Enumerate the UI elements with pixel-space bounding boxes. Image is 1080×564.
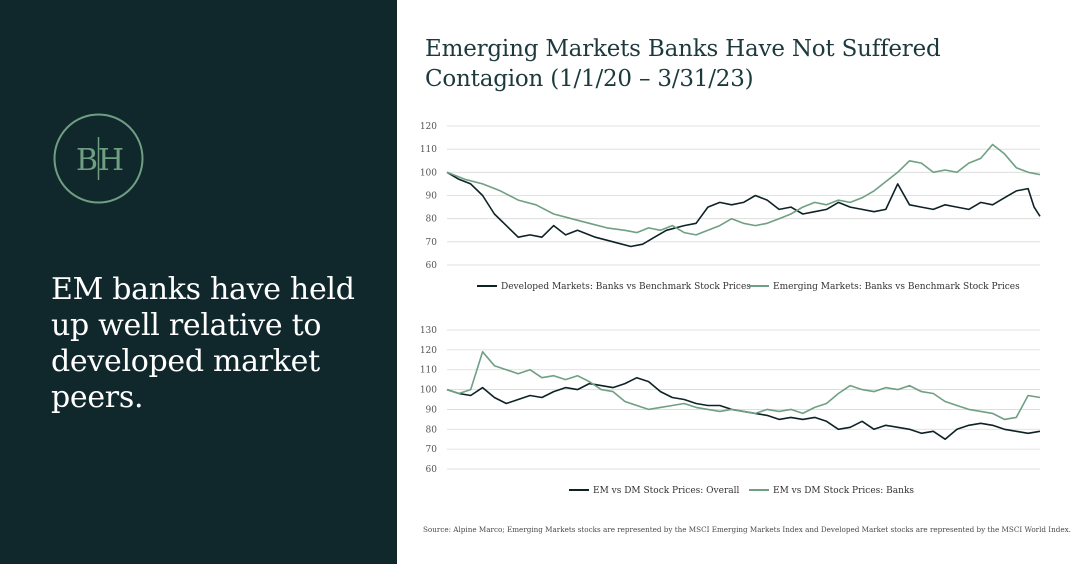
y-tick-label: 70 bbox=[426, 445, 438, 455]
y-tick-label: 130 bbox=[420, 326, 437, 336]
series-line-2 bbox=[446, 351, 1041, 421]
y-tick-label: 80 bbox=[426, 215, 438, 225]
y-tick-label: 60 bbox=[426, 465, 438, 475]
y-tick-label: 120 bbox=[420, 122, 437, 132]
sidebar: B H EM banks have held up well relative … bbox=[0, 0, 397, 564]
source-note: Source: Alpine Marco; Emerging Markets s… bbox=[423, 525, 1071, 534]
charts-svg: 60 70 80 90 100 110 120 Developed Markets: Bank… bbox=[420, 122, 1041, 496]
y-tick-label: 110 bbox=[420, 145, 437, 155]
y-tick-label: 60 bbox=[426, 261, 438, 271]
series-line-1 bbox=[446, 376, 1041, 440]
legend-label-1: Developed Markets: Banks vs Benchmark St… bbox=[501, 282, 751, 292]
chart-panel: Emerging Markets Banks Have Not Suffered… bbox=[397, 0, 1080, 564]
y-tick-label: 110 bbox=[420, 366, 437, 376]
logo-letter-h: H bbox=[98, 143, 124, 178]
y-tick-label: 100 bbox=[420, 386, 437, 396]
y-tick-label: 80 bbox=[426, 425, 438, 435]
legend-label-2: EM vs DM Stock Prices: Banks bbox=[773, 486, 914, 496]
sidebar-headline: EM banks have held up well relative to d… bbox=[51, 272, 355, 415]
chart-title: Emerging Markets Banks Have Not Suffered… bbox=[425, 36, 941, 92]
legend-label-1: EM vs DM Stock Prices: Overall bbox=[593, 486, 740, 496]
y-tick-label: 100 bbox=[420, 168, 437, 178]
legend-label-2: Emerging Markets: Banks vs Benchmark Sto… bbox=[773, 282, 1020, 292]
y-tick-label: 90 bbox=[426, 192, 438, 202]
series-line-2 bbox=[446, 143, 1041, 236]
logo-letter-b: B bbox=[76, 143, 98, 178]
y-tick-label: 70 bbox=[426, 238, 438, 248]
y-tick-label: 120 bbox=[420, 346, 437, 356]
bh-logo: B H bbox=[53, 113, 144, 204]
y-tick-label: 90 bbox=[426, 405, 438, 415]
series-line-1 bbox=[446, 171, 1041, 248]
